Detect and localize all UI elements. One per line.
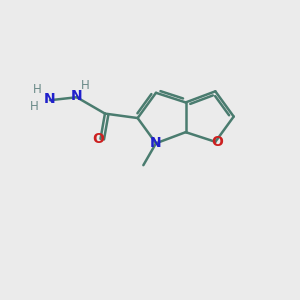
Text: O: O (92, 132, 104, 146)
Text: H: H (30, 100, 39, 113)
Text: H: H (33, 83, 42, 96)
Text: N: N (44, 92, 56, 106)
Text: O: O (211, 135, 223, 149)
Text: N: N (150, 136, 162, 150)
Text: H: H (81, 80, 89, 92)
Text: N: N (71, 89, 82, 103)
